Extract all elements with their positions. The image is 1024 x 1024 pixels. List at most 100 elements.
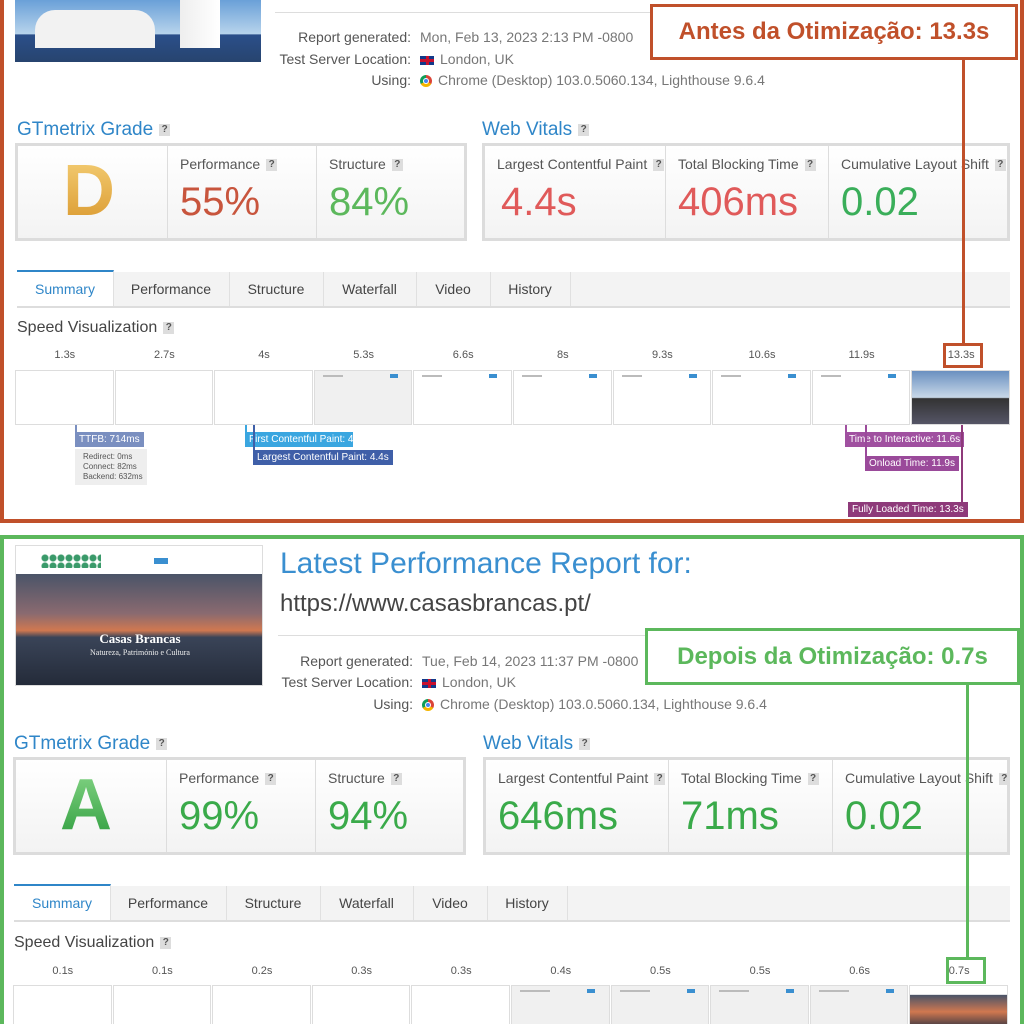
frame: [112, 985, 212, 1024]
help[interactable]: ?: [159, 123, 171, 136]
help[interactable]: ?: [391, 159, 403, 172]
section-title: Web Vitals?: [483, 733, 591, 755]
label: Cumulative Layout Shift?: [841, 156, 1006, 172]
title: Speed Visualization: [14, 934, 155, 951]
grade-letter: D: [63, 151, 115, 231]
location: London, UK: [442, 674, 516, 690]
value: Tue, Feb 14, 2023 11:37 PM -0800: [422, 653, 639, 669]
grade-letter: A: [60, 765, 112, 845]
tab[interactable]: Waterfall: [323, 272, 417, 306]
title: Web Vitals: [483, 733, 574, 754]
help[interactable]: ?: [653, 159, 665, 172]
tab[interactable]: Structure: [229, 272, 324, 306]
annotation: Depois da Otimização: 0.7s: [645, 628, 1020, 685]
help[interactable]: ?: [265, 773, 277, 786]
detail: Redirect: 0ms: [83, 452, 133, 461]
frame: [710, 985, 809, 1024]
frame: [511, 985, 610, 1024]
marker-label: Time to Interactive: 11.6s: [845, 432, 965, 447]
divider: [278, 635, 648, 636]
frame-label: 0.1s: [151, 965, 173, 977]
frame-label: 2.7s: [153, 349, 175, 361]
frame-label: 0.7s: [948, 965, 970, 977]
frame-label: 8s: [556, 349, 569, 361]
help[interactable]: ?: [579, 737, 591, 750]
label: Structure?: [328, 770, 402, 786]
title: Web Vitals: [482, 119, 573, 140]
help[interactable]: ?: [654, 773, 666, 786]
report-url: https://www.casasbrancas.pt/: [280, 590, 591, 617]
help[interactable]: ?: [156, 737, 168, 750]
frame-label: 1.3s: [54, 349, 76, 361]
help[interactable]: ?: [160, 936, 172, 949]
help[interactable]: ?: [807, 773, 819, 786]
frame: [809, 985, 909, 1024]
metric: 99%: [179, 794, 260, 838]
tab[interactable]: Waterfall: [320, 886, 414, 920]
frame-label: 0.3s: [351, 965, 372, 977]
thumbnail-title: Casas Brancas: [99, 631, 181, 646]
value: London, UK: [422, 674, 516, 690]
annotation-box: [946, 957, 986, 984]
divider: [275, 12, 650, 13]
section-title: Speed Visualization?: [17, 319, 175, 337]
label: Test Server Location:: [279, 51, 411, 67]
help[interactable]: ?: [804, 159, 816, 172]
label: Largest Contentful Paint?: [497, 156, 665, 172]
label-text: Cumulative Layout Shift: [841, 156, 989, 172]
frame: [411, 985, 510, 1024]
frame: [15, 370, 114, 425]
annotation-line: [966, 685, 969, 957]
value: London, UK: [420, 51, 514, 67]
metric: 84%: [329, 180, 410, 224]
section-title: Web Vitals?: [482, 119, 590, 141]
metric: 406ms: [678, 180, 799, 224]
help[interactable]: ?: [998, 773, 1010, 786]
frame: [13, 985, 112, 1024]
annotation-box: [943, 343, 983, 368]
tab[interactable]: Structure: [226, 886, 321, 920]
label: Cumulative Layout Shift?: [845, 770, 1010, 786]
frame-label: 0.1s: [52, 965, 74, 977]
metric: 0.02: [841, 180, 919, 224]
frame-label: 0.5s: [749, 965, 771, 977]
metric: 55%: [180, 180, 261, 224]
tab[interactable]: History: [490, 272, 571, 306]
section-title: Speed Visualization?: [14, 934, 172, 952]
help[interactable]: ?: [163, 321, 175, 334]
label: Using:: [373, 696, 413, 712]
metric: 4.4s: [501, 180, 577, 224]
frame-label: 10.6s: [748, 349, 776, 361]
label-text: Cumulative Layout Shift: [845, 770, 993, 786]
marker-label: TTFB: 714ms: [75, 432, 144, 447]
frame: [911, 370, 1010, 425]
tabs: Summary Performance Structure Waterfall Vide…: [14, 884, 1010, 922]
fully-line: [961, 370, 963, 503]
frame: [313, 370, 413, 425]
detail: Connect: 82ms: [83, 462, 137, 471]
section-title: GTmetrix Grade?: [17, 119, 171, 141]
help[interactable]: ?: [994, 159, 1006, 172]
tab[interactable]: Performance: [113, 272, 230, 306]
marker-label: First Contentful Paint: 4s: [245, 432, 353, 447]
help[interactable]: ?: [390, 773, 402, 786]
tabs: Summary Performance Structure Waterfall Vide…: [17, 270, 1010, 308]
report-title: Latest Performance Report for:: [280, 547, 692, 580]
tab[interactable]: Video: [413, 886, 488, 920]
tab[interactable]: Performance: [110, 886, 227, 920]
tab[interactable]: Video: [416, 272, 491, 306]
tab[interactable]: Summary: [14, 884, 111, 920]
help[interactable]: ?: [266, 159, 278, 172]
before-thumbnail: [15, 0, 261, 62]
marker-label: Fully Loaded Time: 13.3s: [848, 502, 968, 517]
after-thumbnail: Casas Brancas Natureza, Património e Cul…: [15, 545, 263, 686]
value: Chrome (Desktop) 103.0.5060.134, Lightho…: [422, 696, 767, 712]
help[interactable]: ?: [578, 123, 590, 136]
browser: Chrome (Desktop) 103.0.5060.134, Lightho…: [438, 72, 765, 88]
before-frame: [0, 0, 1024, 523]
frame: [712, 370, 811, 425]
thumbnail-subtitle: Natureza, Património e Cultura: [90, 648, 190, 657]
label-text: Structure: [328, 770, 385, 786]
tab[interactable]: History: [487, 886, 568, 920]
tab[interactable]: Summary: [17, 270, 114, 306]
